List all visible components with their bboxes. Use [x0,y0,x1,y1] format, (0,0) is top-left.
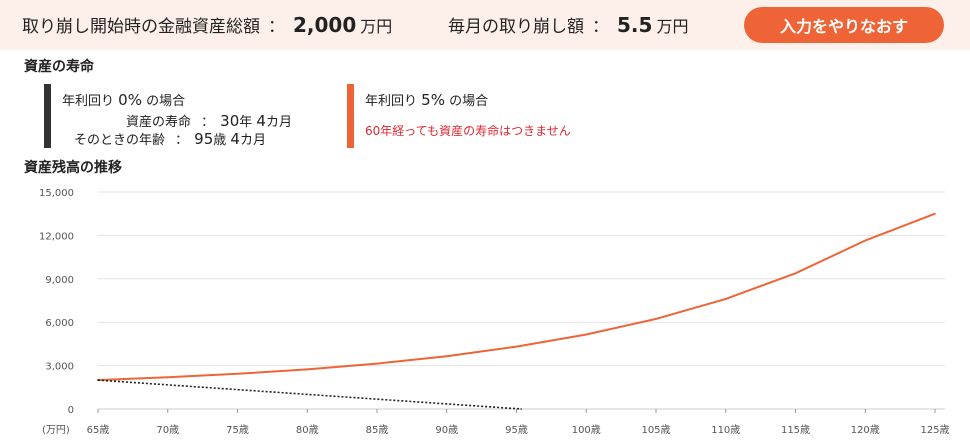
chart-section-title: 資産残高の推移 [24,160,122,176]
scenario-5-note: 60年経っても資産の寿命はつきません [365,124,571,138]
data-point [445,355,448,357]
x-tick-label: 115歳 [781,424,810,436]
data-point [794,272,797,275]
x-tick-label: 90歳 [435,424,458,436]
y-tick-label: 0 [68,405,74,416]
separator: ： [592,17,609,37]
x-tick-label: 95歳 [505,424,528,436]
initial-assets-summary: 取り崩し開始時の金融資産総額 ： 2,000 万円 [22,12,392,37]
data-point [236,373,239,375]
data-point [934,212,936,215]
x-tick-label: 85歳 [366,424,389,436]
separator: ： [201,115,215,130]
rate-prefix: 年利回り [62,94,115,109]
scenario-5-color-bar [347,84,354,148]
x-tick-label: 65歳 [87,424,110,436]
scenario-5-card: 年利回り 5% の場合 60年経っても資産の寿命はつきません [347,84,647,148]
data-point [166,376,169,379]
rate-value: 0% [118,91,142,109]
lifespan-title: 資産の寿命 [24,59,94,75]
lifespan-months: 4 [256,112,266,130]
initial-assets-unit: 万円 [360,17,393,36]
monthly-withdrawal-summary: 毎月の取り崩し額 ： 5.5 万円 [448,12,688,37]
age-label: そのときの年齢 [74,133,166,148]
x-tick-label: 75歳 [226,424,249,436]
series-5pct-line [97,212,936,382]
x-tick-label: 125歳 [920,424,949,436]
y-unit-label: (万円) [42,425,70,436]
data-point [520,408,522,410]
lifespan-years: 30 [220,112,240,130]
y-tick-label: 9,000 [45,275,74,286]
lifespan-years-unit: 年 [239,115,253,130]
rate-prefix: 年利回り [365,94,418,109]
x-tick-label: 80歳 [296,424,319,436]
y-tick-label: 3,000 [45,362,74,373]
scenario-0-color-bar [44,84,51,148]
retry-input-button[interactable]: 入力をやりなおす [744,7,944,43]
initial-assets-value: 2,000 [293,13,357,37]
initial-assets-label: 取り崩し開始時の金融資産総額 [22,17,260,37]
scenario-0-lifespan: 資産の寿命 ： 30年 4カ月 [126,111,292,130]
age-months: 4 [230,130,240,148]
x-tick-label: 105歳 [641,424,670,436]
rate-suffix: の場合 [146,94,186,109]
y-tick-label: 15,000 [39,188,74,199]
rate-value: 5% [421,91,445,109]
data-point [376,362,378,365]
age-months-unit: カ月 [239,133,266,148]
scenario-0-heading: 年利回り 0% の場合 [62,90,185,109]
data-point [97,379,99,381]
summary-bar: 取り崩し開始時の金融資産総額： 2,000 万円 毎月の取り崩し額： 5.5 万円 入力… [0,0,970,50]
lifespan-months-unit: カ月 [265,115,292,130]
scenario-5-heading: 年利回り 5% の場合 [365,90,488,109]
y-tick-label: 12,000 [39,231,74,242]
data-point [724,298,727,300]
monthly-withdrawal-unit: 万円 [656,17,689,36]
x-tick-label: 120歳 [851,424,880,436]
scenario-0-card: 年利回り 0% の場合 資産の寿命 ： 30年 4カ月 そのときの年齢 ： 95歳 … [44,84,324,148]
rate-suffix: の場合 [449,94,489,109]
monthly-withdrawal-value: 5.5 [617,13,653,37]
y-tick-label: 6,000 [45,318,74,329]
data-point [515,345,518,348]
x-tick-label: 70歳 [156,424,179,436]
separator: ： [175,133,189,148]
age-years: 95 [194,130,214,148]
age-years-unit: 歳 [213,133,227,148]
data-point [655,318,657,320]
separator: ： [268,17,285,37]
x-tick-label: 110歳 [711,424,740,436]
series-0pct-line [97,379,522,410]
data-point [306,368,309,371]
data-point [864,239,867,242]
x-tick-label: 100歳 [572,424,601,436]
monthly-withdrawal-label: 毎月の取り崩し額 [448,17,584,37]
scenario-0-age: そのときの年齢 ： 95歳 4カ月 [74,129,266,148]
lifespan-label: 資産の寿命 [126,115,192,130]
data-point [585,333,588,336]
